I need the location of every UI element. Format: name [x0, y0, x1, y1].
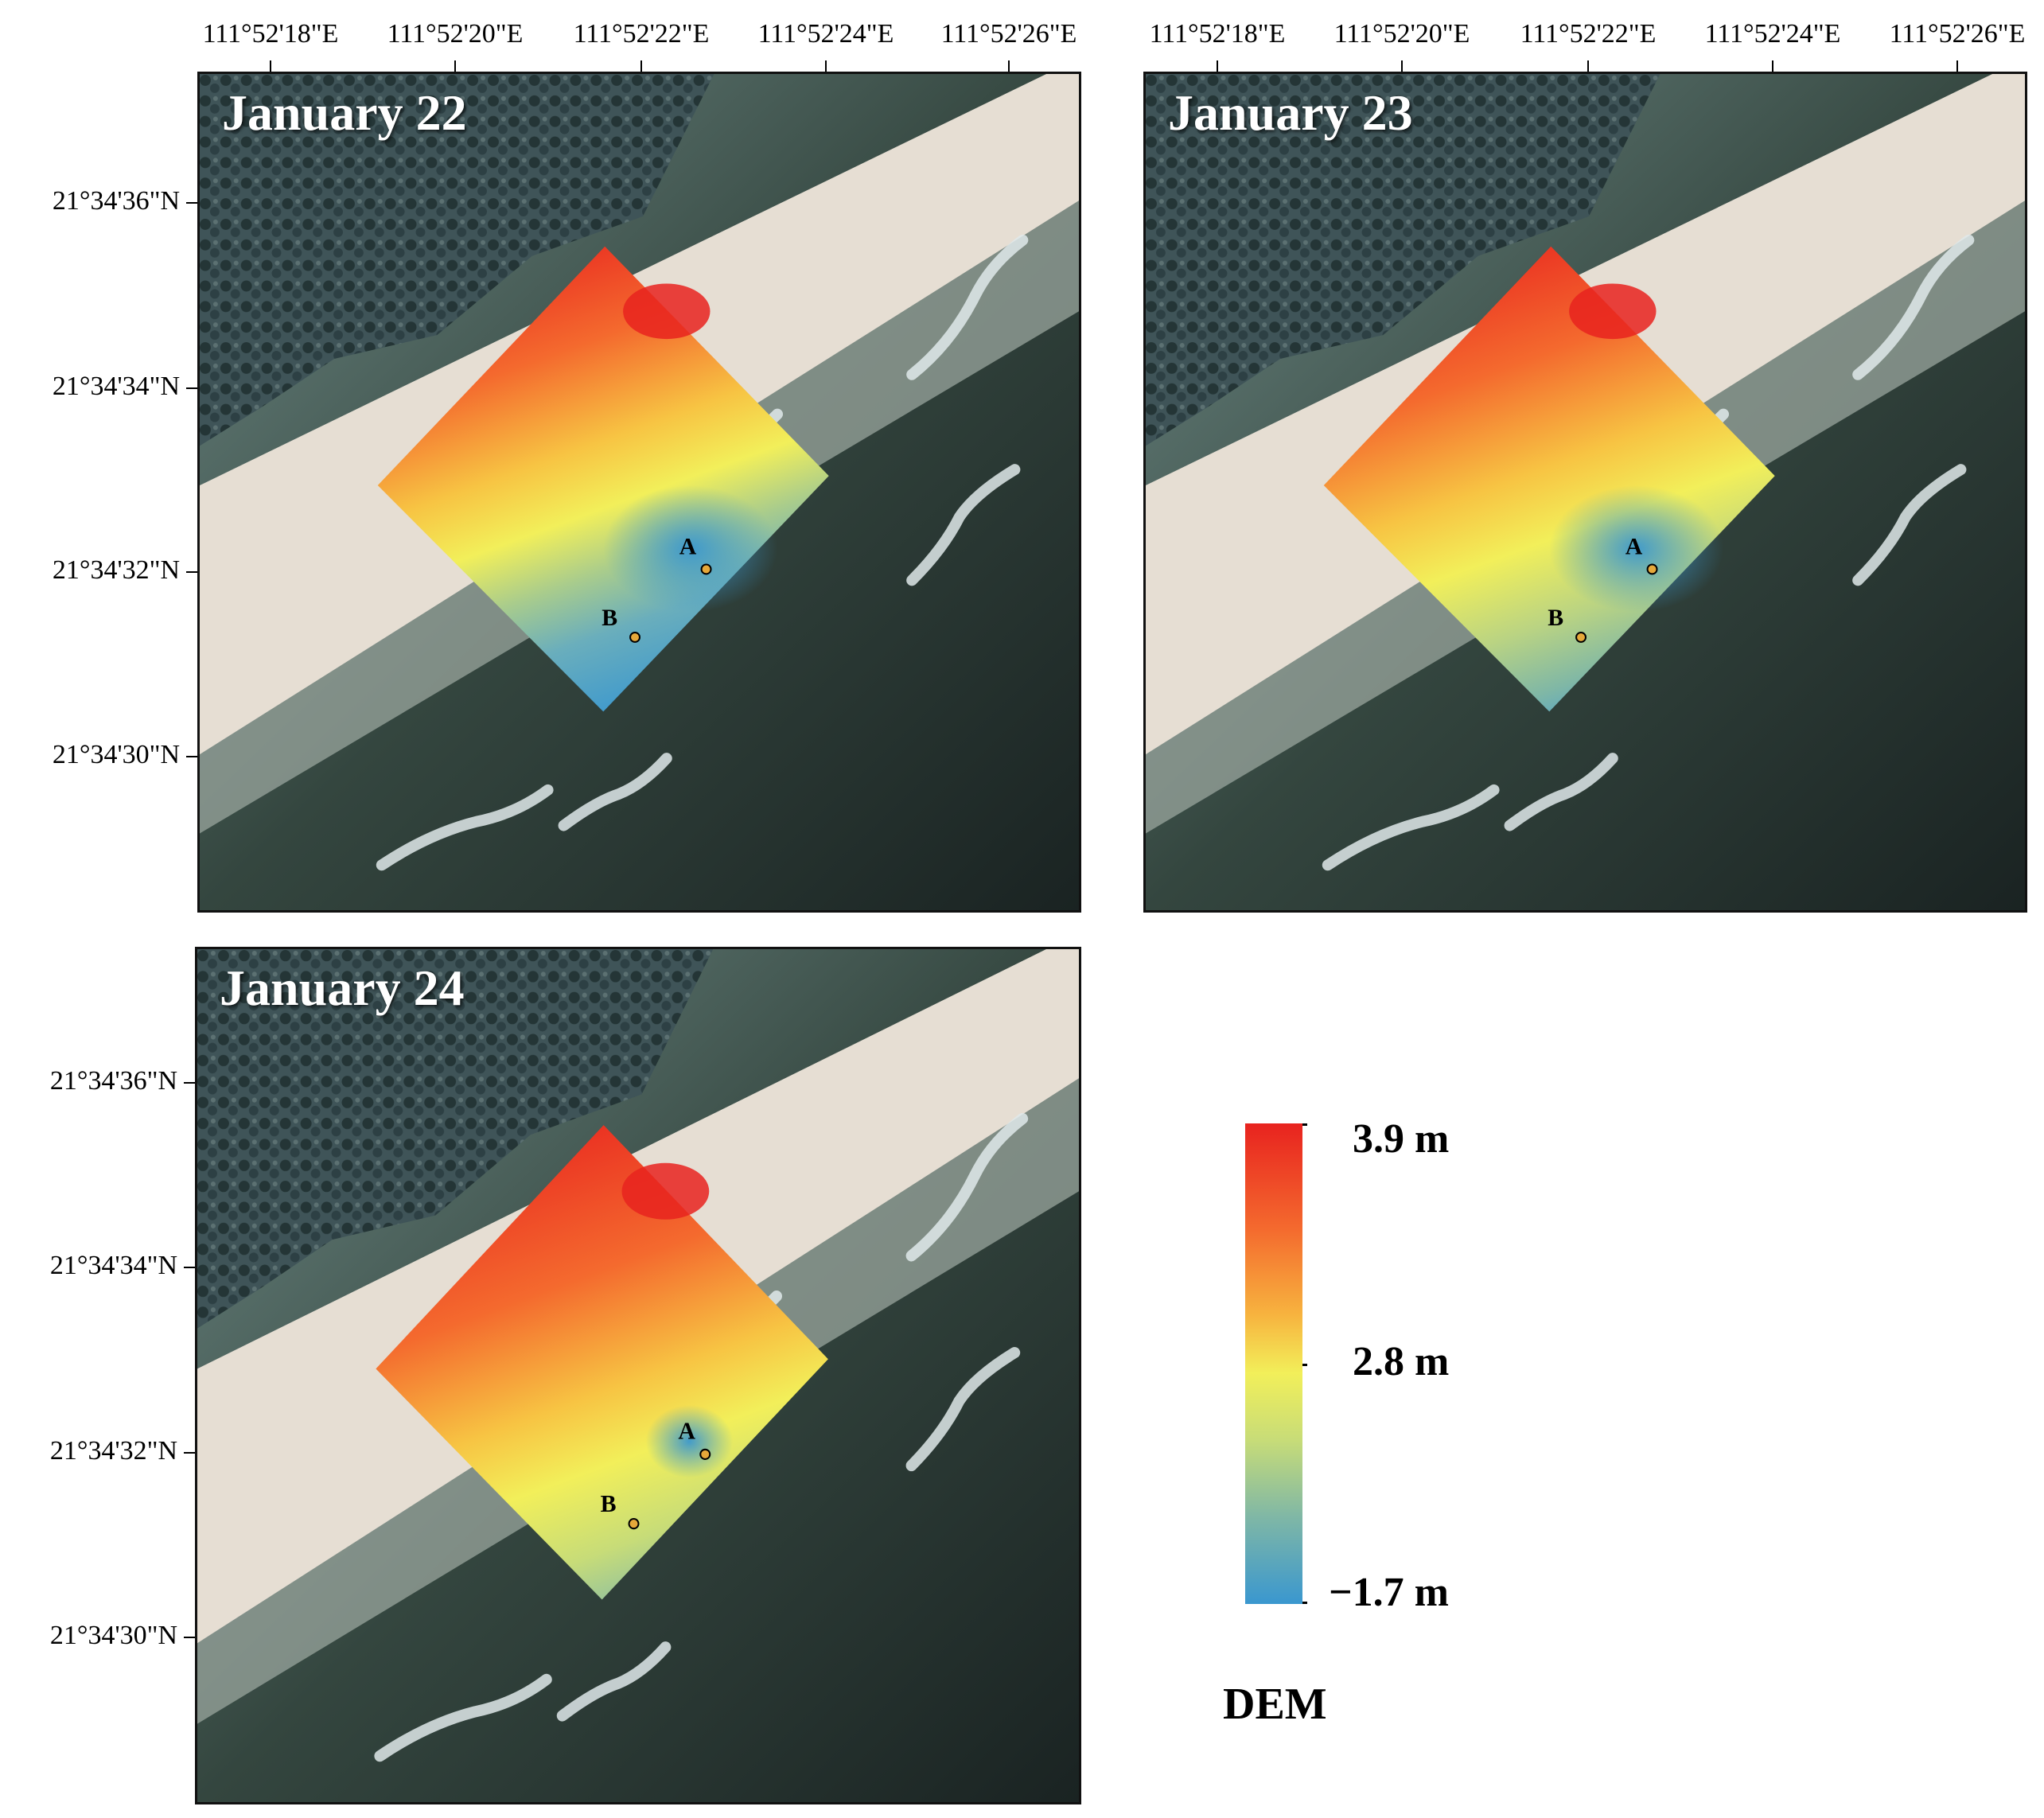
dem-survey-area — [1323, 246, 1775, 712]
breaking-wave — [1852, 234, 1975, 380]
x-tick-mark — [1772, 60, 1773, 72]
breaking-wave — [1504, 753, 1618, 831]
legend-max-label: 3.9 m — [1353, 1116, 1450, 1162]
y-tick-mark — [184, 1452, 195, 1454]
survey-point-label: B — [601, 1490, 617, 1517]
x-tick-mark — [1008, 60, 1010, 72]
y-tick-mark — [184, 1637, 195, 1638]
x-tick-label: 111°52'22"E — [1520, 19, 1657, 49]
survey-point-label: B — [1548, 605, 1563, 631]
breaking-wave — [905, 1346, 1021, 1472]
x-tick-mark — [1401, 60, 1403, 72]
panel-title: January 23 — [1168, 84, 1413, 141]
breaking-wave — [906, 464, 1021, 586]
dem-legend: 3.9 m 2.8 m −1.7 m DEM — [1223, 1116, 1691, 1729]
panel-title: January 24 — [220, 960, 465, 1016]
breaking-wave — [906, 234, 1029, 380]
satellite-map: AB — [197, 949, 1079, 1802]
satellite-map: AB — [1146, 74, 2025, 910]
legend-tick-max — [1302, 1123, 1307, 1126]
dem-colorbar — [1245, 1123, 1302, 1604]
x-tick-label: 111°52'26"E — [940, 19, 1077, 49]
y-tick-label: 21°34'34"N — [52, 372, 180, 401]
y-tick-mark — [184, 1267, 195, 1268]
legend-title: DEM — [1223, 1680, 1327, 1729]
survey-point-label: A — [679, 534, 697, 560]
forest-area — [1146, 74, 1661, 446]
dem-high-zone — [1569, 283, 1657, 340]
dem-low-zone — [645, 1405, 734, 1478]
y-tick-mark — [184, 1082, 195, 1084]
x-tick-mark — [1587, 60, 1589, 72]
dem-low-zone — [603, 485, 778, 613]
forest-area — [197, 949, 714, 1329]
survey-point-a — [699, 1448, 711, 1460]
breaking-wave — [556, 1641, 672, 1722]
y-tick-mark — [186, 756, 197, 757]
y-tick-mark — [186, 202, 197, 204]
breaking-wave — [1852, 464, 1967, 586]
dem-high-zone — [623, 283, 711, 340]
dem-high-zone — [621, 1162, 710, 1220]
x-tick-mark — [1956, 60, 1958, 72]
x-tick-label: 111°52'26"E — [1889, 19, 2026, 49]
y-tick-label: 21°34'30"N — [49, 1621, 177, 1650]
breaking-wave — [905, 1112, 1029, 1262]
y-tick-label: 21°34'36"N — [49, 1066, 177, 1096]
survey-point-a — [700, 563, 712, 575]
x-tick-label: 111°52'18"E — [202, 19, 339, 49]
legend-tick-mid — [1302, 1364, 1307, 1366]
y-tick-label: 21°34'32"N — [52, 555, 180, 585]
forest-area — [200, 74, 714, 446]
survey-point-b — [628, 1518, 640, 1530]
legend-tick-min — [1302, 1602, 1307, 1604]
x-tick-label: 111°52'24"E — [1704, 19, 1841, 49]
y-tick-label: 21°34'30"N — [52, 740, 180, 769]
breaking-wave — [1322, 784, 1500, 871]
x-tick-mark — [640, 60, 642, 72]
legend-min-label: −1.7 m — [1329, 1570, 1449, 1615]
x-tick-label: 111°52'20"E — [1333, 19, 1470, 49]
survey-point-a — [1646, 563, 1658, 575]
x-tick-label: 111°52'18"E — [1149, 19, 1286, 49]
survey-point-b — [1575, 631, 1587, 643]
survey-point-label: B — [602, 605, 617, 631]
x-tick-mark — [270, 60, 271, 72]
y-tick-label: 21°34'32"N — [49, 1436, 177, 1466]
breaking-wave — [558, 753, 672, 831]
survey-point-label: A — [678, 1417, 695, 1444]
dem-survey-area — [377, 246, 829, 712]
x-tick-label: 111°52'20"E — [387, 19, 524, 49]
panel-title: January 22 — [222, 84, 467, 141]
breaking-wave — [376, 784, 554, 871]
dem-survey-area — [376, 1125, 828, 1600]
survey-point-label: A — [1625, 534, 1643, 560]
x-tick-mark — [454, 60, 456, 72]
legend-mid-label: 2.8 m — [1353, 1339, 1450, 1384]
breaking-wave — [374, 1673, 552, 1762]
x-tick-mark — [825, 60, 827, 72]
y-tick-mark — [186, 571, 197, 573]
satellite-map: AB — [200, 74, 1079, 910]
y-tick-label: 21°34'34"N — [49, 1251, 177, 1280]
x-tick-label: 111°52'22"E — [573, 19, 710, 49]
dem-low-zone — [1549, 485, 1724, 613]
y-tick-label: 21°34'36"N — [52, 186, 180, 216]
x-tick-label: 111°52'24"E — [757, 19, 894, 49]
survey-point-b — [629, 631, 640, 643]
x-tick-mark — [1217, 60, 1218, 72]
y-tick-mark — [186, 387, 197, 389]
